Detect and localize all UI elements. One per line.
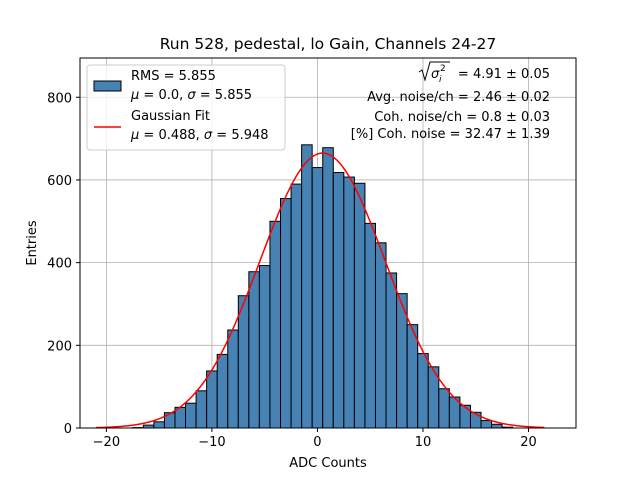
histogram-bar [185,402,197,429]
histogram-bar [480,420,493,429]
stats-line1-value: = 4.91 ± 0.05 [458,67,550,82]
histogram-bar [491,423,503,429]
legend-fit-sigma-value: = 5.948 [212,128,268,143]
histogram-bar [385,272,398,429]
stats-line3: Coh. noise/ch = 0.8 ± 0.03 [374,110,550,125]
legend-hist-line2: μ = 0.0, σ = 5.855 [130,88,252,103]
stats-annotation: σ 2 i = 4.91 ± 0.05 Avg. noise/ch = 2.46… [351,61,550,142]
legend-fit-mu: μ [130,128,139,143]
histogram-bar [417,353,429,429]
legend-hist-line1: RMS = 5.855 [131,69,216,84]
histogram-bar [364,222,376,429]
legend-fit-mu-value: = 0.488, [139,128,204,143]
histogram-bar [301,144,313,429]
y-axis-label: Entries [25,220,40,266]
legend-hist-mu-value: = 0.0, [139,88,187,103]
legend-hist-swatch [93,80,122,92]
histogram-bar [227,329,239,429]
histogram-bar [216,353,229,429]
x-tick-label: 0 [313,435,321,450]
y-tick-label: 400 [47,257,72,272]
histogram-bar [153,421,165,429]
axes-frame [79,57,577,429]
stats-sigma-sup: 2 [440,64,446,74]
x-axis-label: ADC Counts [289,456,367,471]
legend-hist-sigma: σ [187,88,196,103]
histogram-bar [459,404,471,429]
stats-sigma-symbol: σ [431,67,440,82]
histogram-bar [237,295,250,429]
histogram-bar [374,242,387,429]
sqrt-symbol [418,61,450,82]
histogram-bar [332,172,345,429]
histogram-bar [322,147,334,429]
histogram-bar [311,167,324,429]
histogram-bar [280,198,292,429]
histogram-bar [195,390,208,429]
y-tick-label: 600 [47,174,72,189]
legend-hist-sigma-value: = 5.855 [196,88,252,103]
stats-line2: Avg. noise/ch = 2.46 ± 0.02 [367,90,550,105]
histogram-bar [343,176,355,429]
legend-fit-line2: μ = 0.488, σ = 5.948 [130,128,269,143]
x-tick-label: 20 [520,435,537,450]
y-tick-label: 800 [47,91,72,106]
stats-line4: [%] Coh. noise = 32.47 ± 1.39 [351,127,550,142]
stats-sigma-sub: i [439,75,442,85]
histogram-bar [269,220,282,429]
histogram-bar [290,183,303,429]
histogram-bar [438,388,450,429]
y-tick-label: 0 [64,422,72,437]
histogram-bars [132,144,514,429]
histogram-bar [248,271,260,429]
x-tick-label: −10 [198,435,225,450]
histogram-bar [353,182,366,429]
histogram-bar [258,265,271,429]
histogram-bar [206,370,218,429]
legend-hist-mu: μ [130,88,139,103]
y-tick-label: 200 [47,339,72,354]
histogram-bar [406,324,419,429]
legend-fit-line1: Gaussian Fit [131,109,210,124]
x-tick-label: −20 [93,435,120,450]
legend-box [86,64,286,151]
legend-fit-sigma: σ [204,128,213,143]
legend: RMS = 5.855 μ = 0.0, σ = 5.855 Gaussian … [86,64,286,151]
chart-title: Run 528, pedestal, lo Gain, Channels 24-… [160,35,497,53]
gaussian-fit-curve [95,152,545,429]
x-tick-label: 10 [415,435,432,450]
